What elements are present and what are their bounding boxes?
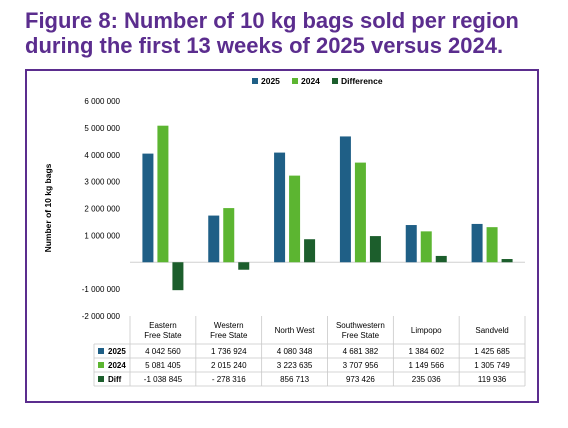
bar-2025 <box>405 225 417 263</box>
bar-difference <box>304 239 316 263</box>
table-cell: 5 081 405 <box>145 361 181 370</box>
category-label: Sandveld <box>475 326 508 335</box>
category-label: Free State <box>342 331 380 340</box>
category-label: Free State <box>210 331 248 340</box>
table-cell: 4 080 348 <box>277 347 313 356</box>
bar-2024 <box>420 231 432 263</box>
table-cell: 119 936 <box>478 375 507 384</box>
y-tick-label: 5 000 000 <box>84 124 120 133</box>
y-tick-label: 2 000 000 <box>84 205 120 214</box>
bar-2025 <box>142 153 154 263</box>
bar-2024 <box>223 208 235 263</box>
table-cell: 1 736 924 <box>211 347 247 356</box>
table-cell: - 278 316 <box>212 375 246 384</box>
table-cell: 3 223 635 <box>277 361 313 370</box>
category-label: Limpopo <box>411 326 442 335</box>
bar-difference <box>501 259 513 263</box>
table-cell: 2 015 240 <box>211 361 247 370</box>
bar-2024 <box>486 227 498 263</box>
table-cell: 3 707 956 <box>343 361 379 370</box>
legend-label: Difference <box>341 76 383 86</box>
legend-swatch <box>332 78 338 84</box>
category-label: North West <box>275 326 316 335</box>
bar-2024 <box>157 125 169 263</box>
row-header: 2024 <box>108 361 126 370</box>
bars <box>142 125 513 291</box>
bar-difference <box>435 255 447 263</box>
legend-label: 2025 <box>261 76 280 86</box>
category-label: Western <box>214 321 244 330</box>
table-cell: 1 305 749 <box>474 361 510 370</box>
y-tick-label: -2 000 000 <box>82 312 121 321</box>
bar-difference <box>238 262 250 270</box>
bar-2024 <box>354 162 366 263</box>
table-cell: 235 036 <box>412 375 441 384</box>
legend-swatch <box>252 78 258 84</box>
bar-2025 <box>274 152 286 263</box>
category-label: Southwestern <box>336 321 385 330</box>
y-tick-label: 1 000 000 <box>84 231 120 240</box>
y-axis: 6 000 000 5 000 000 4 000 000 3 000 000 2 00… <box>82 97 525 321</box>
category-label: Eastern <box>149 321 177 330</box>
legend-swatch <box>292 78 298 84</box>
bar-2025 <box>471 223 483 263</box>
bar-2025 <box>339 136 351 263</box>
y-tick-label: -1 000 000 <box>82 285 121 294</box>
table-cell: 4 681 382 <box>343 347 379 356</box>
chart-legend: 2025 2024 Difference <box>252 76 383 86</box>
bar-difference <box>369 236 381 263</box>
table-cell: 4 042 560 <box>145 347 181 356</box>
y-tick-label: 6 000 000 <box>84 97 120 106</box>
chart-frame <box>25 69 539 403</box>
row-swatch <box>98 362 104 368</box>
table-cell: 1 384 602 <box>408 347 444 356</box>
table-cell: -1 038 845 <box>144 375 183 384</box>
bar-2024 <box>289 175 301 263</box>
row-header: 2025 <box>108 347 126 356</box>
table-cell: 856 713 <box>280 375 309 384</box>
row-swatch <box>98 376 104 382</box>
table-cell: 1 425 685 <box>474 347 510 356</box>
figure-title: Figure 8: Number of 10 kg bags sold per … <box>25 8 519 58</box>
row-swatch <box>98 348 104 354</box>
y-tick-label: 4 000 000 <box>84 151 120 160</box>
legend-label: 2024 <box>301 76 320 86</box>
table-cell: 1 149 566 <box>408 361 444 370</box>
category-label: Free State <box>144 331 182 340</box>
row-header: Diff <box>108 375 122 384</box>
y-tick-label: 3 000 000 <box>84 178 120 187</box>
bar-2025 <box>208 215 220 263</box>
table-cell: 973 426 <box>346 375 375 384</box>
bar-difference <box>172 262 184 291</box>
y-axis-label: Number of 10 kg bags <box>43 163 53 252</box>
